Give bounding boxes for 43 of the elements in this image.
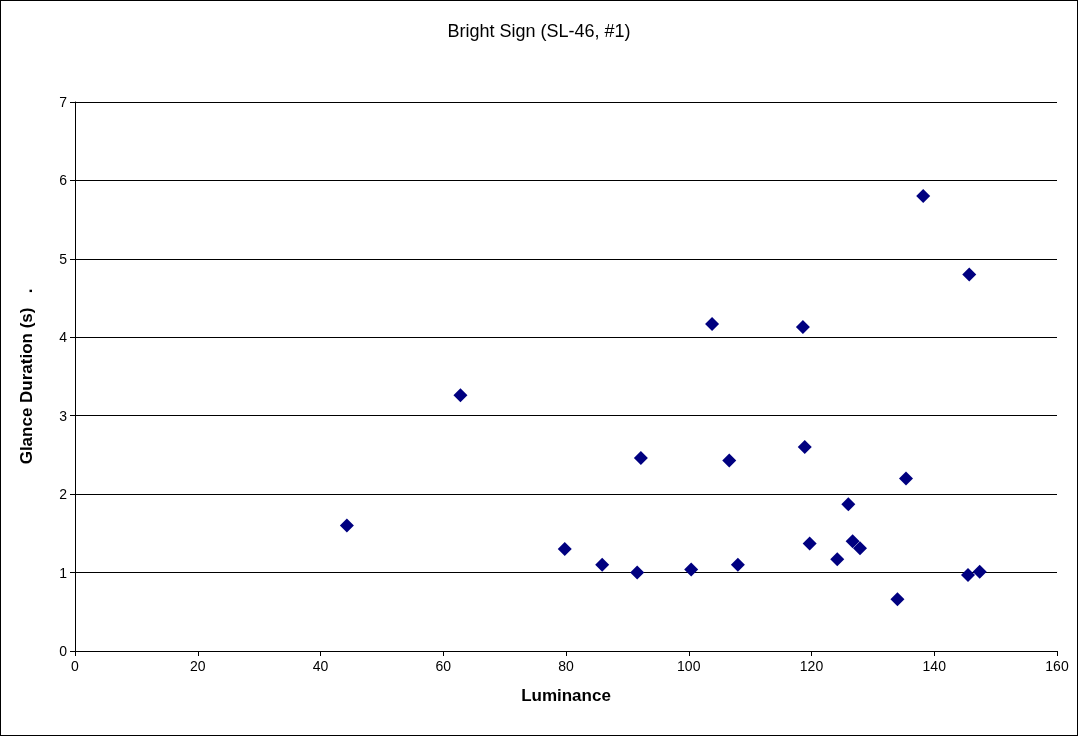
y-tick-label: 2 [59, 486, 68, 503]
point [890, 592, 905, 607]
x-tick-label: 0 [71, 658, 80, 674]
point [630, 565, 645, 580]
point [797, 440, 812, 455]
point [339, 518, 354, 533]
point [961, 567, 976, 582]
y-tick-label: 3 [59, 407, 68, 424]
point [795, 320, 810, 335]
point [852, 541, 867, 556]
x-tick-label: 140 [922, 658, 947, 674]
y-tick-label: 7 [59, 94, 68, 110]
x-axis-title: Luminance [521, 686, 611, 705]
point [972, 564, 987, 579]
point [557, 542, 572, 557]
x-tick-label: 120 [799, 658, 824, 674]
y-tick-label: 5 [59, 250, 68, 267]
x-tick-label: 20 [189, 658, 206, 674]
x-tick-label: 60 [435, 658, 452, 674]
y-tick-label: 6 [59, 172, 68, 189]
point [802, 536, 817, 551]
point [841, 497, 856, 512]
point [899, 471, 914, 486]
chart-title: Bright Sign (SL-46, #1) [447, 21, 631, 41]
point [453, 388, 468, 403]
point [684, 562, 699, 577]
y-tick-label: 0 [59, 643, 68, 659]
point [830, 552, 845, 567]
point [916, 189, 931, 204]
y-tick-label: 4 [59, 329, 68, 346]
point [730, 557, 745, 572]
x-tick-label: 80 [558, 658, 574, 674]
point [595, 557, 610, 572]
point [633, 451, 648, 466]
point [722, 453, 737, 468]
y-axis-title: Glance Duration (s) . [17, 288, 36, 465]
point [705, 316, 720, 331]
point [962, 267, 977, 282]
x-tick-label: 40 [312, 658, 329, 674]
y-tick-label: 1 [59, 564, 68, 581]
x-tick-label: 160 [1045, 658, 1069, 674]
point [845, 534, 860, 549]
x-tick-label: 100 [677, 658, 701, 674]
